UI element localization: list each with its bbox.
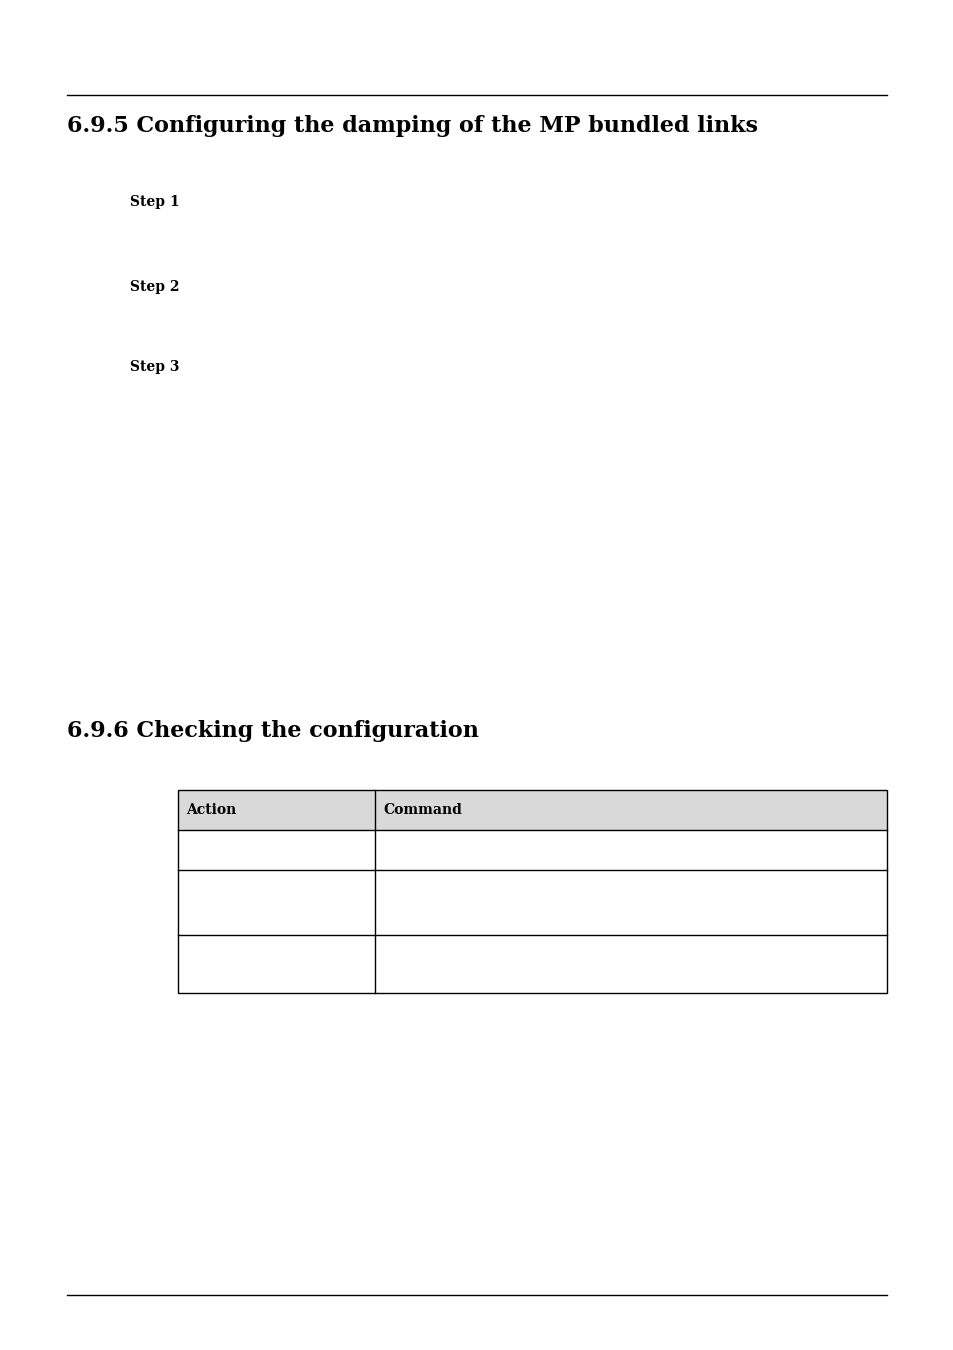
Bar (178, 790, 886, 830)
Text: Step 3: Step 3 (130, 360, 179, 374)
Text: Action: Action (186, 803, 236, 817)
Text: 6.9.6 Checking the configuration: 6.9.6 Checking the configuration (67, 720, 478, 743)
Text: Step 2: Step 2 (130, 279, 179, 294)
Text: Step 1: Step 1 (130, 194, 179, 209)
Text: Command: Command (382, 803, 461, 817)
Bar (178, 790, 886, 994)
Text: 6.9.5 Configuring the damping of the MP bundled links: 6.9.5 Configuring the damping of the MP … (67, 115, 758, 136)
